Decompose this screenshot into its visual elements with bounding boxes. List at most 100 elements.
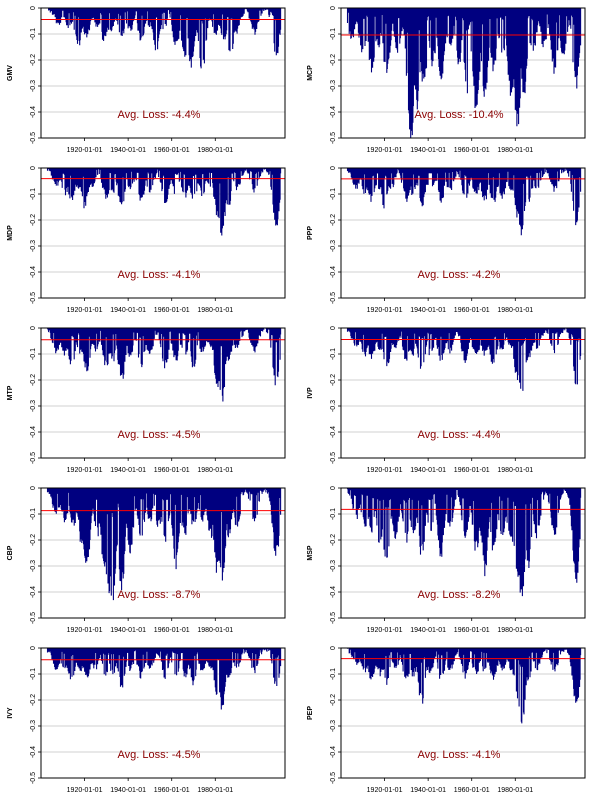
drawdown-series: [346, 328, 582, 391]
x-tick-label: 1920-01-01: [367, 467, 403, 474]
x-tick-label: 1980-01-01: [497, 787, 533, 794]
x-tick-label: 1980-01-01: [497, 467, 533, 474]
y-tick-label: 0: [30, 326, 37, 330]
avg-loss-annotation: Avg. Loss: -4.4%: [418, 429, 501, 441]
avg-loss-annotation: Avg. Loss: -4.5%: [118, 749, 201, 761]
x-tick-label: 1980-01-01: [197, 787, 233, 794]
y-tick-label: 0: [330, 166, 337, 170]
y-tick-label: -0.4: [30, 106, 37, 118]
y-tick-label: -0.3: [330, 80, 337, 92]
drawdown-series: [346, 8, 582, 138]
x-tick-label: 1940-01-01: [410, 787, 446, 794]
y-tick-label: -0.2: [30, 694, 37, 706]
y-tick-label: -0.3: [30, 240, 37, 252]
chart-panel-cbp: 0 -0.1 -0.2 -0.3 -0.4 -0.5 1920-01-01 1940-01-0…: [0, 480, 300, 640]
chart-panel-mcp: 0 -0.1 -0.2 -0.3 -0.4 -0.5 1920-01-01 1940-01-0…: [300, 0, 600, 160]
plot-frame: [340, 327, 586, 459]
chart-panel-mdp: 0 -0.1 -0.2 -0.3 -0.4 -0.5 1920-01-01 1940-01-0…: [0, 160, 300, 320]
y-tick-label: -0.5: [30, 132, 37, 144]
y-tick-label: -0.5: [330, 612, 337, 624]
y-tick-label: -0.4: [330, 106, 337, 118]
drawdown-series: [46, 488, 282, 601]
drawdown-series: [46, 8, 282, 69]
chart-panel-mtp: 0 -0.1 -0.2 -0.3 -0.4 -0.5 1920-01-01 1940-01-0…: [0, 320, 300, 480]
x-tick-label: 1920-01-01: [367, 787, 403, 794]
y-tick-label: 0: [30, 486, 37, 490]
chart-svg: 0 -0.1 -0.2 -0.3 -0.4 -0.5 1920-01-01 1940-01-0…: [307, 6, 586, 154]
y-tick-label: -0.2: [330, 214, 337, 226]
x-tick-label: 1920-01-01: [367, 627, 403, 634]
y-tick-label: -0.3: [330, 560, 337, 572]
x-tick-label: 1940-01-01: [110, 307, 146, 314]
y-tick-label: -0.3: [330, 720, 337, 732]
plot-frame: [40, 327, 286, 459]
chart-svg: 0 -0.1 -0.2 -0.3 -0.4 -0.5 1920-01-01 1940-01-0…: [307, 166, 586, 314]
y-axis-label: MDP: [7, 225, 14, 241]
x-tick-label: 1980-01-01: [197, 627, 233, 634]
y-tick-label: -0.4: [30, 586, 37, 598]
x-tick-label: 1960-01-01: [154, 467, 190, 474]
y-tick-label: -0.5: [30, 612, 37, 624]
drawdown-series: [46, 168, 282, 236]
chart-svg: 0 -0.1 -0.2 -0.3 -0.4 -0.5 1920-01-01 1940-01-0…: [7, 6, 286, 154]
x-tick-label: 1960-01-01: [454, 147, 490, 154]
x-tick-label: 1940-01-01: [110, 467, 146, 474]
y-axis-label: MCP: [307, 65, 314, 81]
x-tick-label: 1940-01-01: [410, 147, 446, 154]
y-tick-label: 0: [330, 646, 337, 650]
y-tick-label: -0.4: [30, 266, 37, 278]
plot-frame: [340, 7, 586, 139]
x-tick-label: 1980-01-01: [197, 467, 233, 474]
plot-frame: [340, 487, 586, 619]
y-tick-label: -0.5: [330, 132, 337, 144]
avg-loss-annotation: Avg. Loss: -4.5%: [118, 429, 201, 441]
y-tick-label: 0: [30, 6, 37, 10]
y-tick-label: -0.5: [330, 772, 337, 784]
y-tick-label: -0.4: [330, 266, 337, 278]
y-tick-label: -0.5: [30, 292, 37, 304]
y-axis-label: CBP: [7, 545, 14, 560]
chart-svg: 0 -0.1 -0.2 -0.3 -0.4 -0.5 1920-01-01 1940-01-0…: [7, 326, 286, 474]
chart-panel-ivy: 0 -0.1 -0.2 -0.3 -0.4 -0.5 1920-01-01 1940-01-0…: [0, 640, 300, 800]
avg-loss-annotation: Avg. Loss: -4.1%: [418, 749, 501, 761]
x-tick-label: 1980-01-01: [497, 307, 533, 314]
drawdown-series: [46, 328, 282, 402]
chart-panel-msp: 0 -0.1 -0.2 -0.3 -0.4 -0.5 1920-01-01 1940-01-0…: [300, 480, 600, 640]
x-tick-label: 1960-01-01: [154, 627, 190, 634]
x-tick-label: 1960-01-01: [454, 467, 490, 474]
avg-loss-annotation: Avg. Loss: -10.4%: [414, 109, 503, 121]
y-tick-label: -0.1: [330, 668, 337, 680]
avg-loss-annotation: Avg. Loss: -4.1%: [118, 269, 201, 281]
y-tick-label: -0.4: [330, 746, 337, 758]
avg-loss-annotation: Avg. Loss: -8.7%: [118, 589, 201, 601]
y-tick-label: 0: [330, 326, 337, 330]
y-tick-label: -0.2: [330, 534, 337, 546]
chart-panel-ppp: 0 -0.1 -0.2 -0.3 -0.4 -0.5 1920-01-01 1940-01-0…: [300, 160, 600, 320]
y-tick-label: -0.2: [30, 214, 37, 226]
plot-frame: [40, 7, 286, 139]
avg-loss-annotation: Avg. Loss: -4.2%: [418, 269, 501, 281]
x-tick-label: 1980-01-01: [197, 147, 233, 154]
y-tick-label: -0.4: [30, 746, 37, 758]
x-tick-label: 1920-01-01: [67, 467, 103, 474]
y-tick-label: -0.3: [30, 560, 37, 572]
y-tick-label: -0.1: [30, 508, 37, 520]
chart-panel-pep: 0 -0.1 -0.2 -0.3 -0.4 -0.5 1920-01-01 1940-01-0…: [300, 640, 600, 800]
x-tick-label: 1920-01-01: [67, 627, 103, 634]
y-axis-label: IVP: [307, 387, 314, 399]
y-axis-label: PPP: [307, 226, 314, 240]
y-tick-label: -0.4: [30, 426, 37, 438]
y-tick-label: -0.5: [30, 452, 37, 464]
y-tick-label: 0: [30, 166, 37, 170]
x-tick-label: 1960-01-01: [454, 787, 490, 794]
chart-svg: 0 -0.1 -0.2 -0.3 -0.4 -0.5 1920-01-01 1940-01-0…: [7, 486, 286, 634]
avg-loss-annotation: Avg. Loss: -4.4%: [118, 109, 201, 121]
x-tick-label: 1920-01-01: [67, 787, 103, 794]
plot-frame: [340, 647, 586, 779]
x-tick-label: 1960-01-01: [454, 307, 490, 314]
plot-frame: [40, 167, 286, 299]
y-tick-label: -0.2: [30, 374, 37, 386]
y-tick-label: -0.1: [330, 508, 337, 520]
y-tick-label: -0.1: [30, 188, 37, 200]
plot-frame: [40, 647, 286, 779]
